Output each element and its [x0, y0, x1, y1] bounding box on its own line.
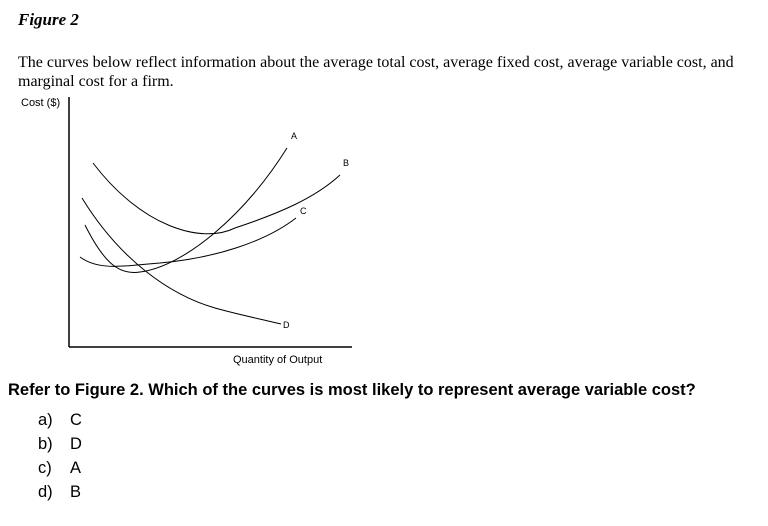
answer-options: a) C b) D c) A d) B: [38, 408, 82, 504]
answer-option[interactable]: d) B: [38, 480, 82, 504]
question-text: Refer to Figure 2. Which of the curves i…: [8, 381, 696, 399]
figure-intro-text: The curves below reflect information abo…: [18, 54, 734, 90]
option-letter: b): [38, 435, 53, 453]
y-axis-label: Cost ($): [21, 97, 60, 109]
curve-c: [79, 217, 297, 267]
curve-a: [84, 147, 288, 273]
option-answer: D: [70, 435, 82, 453]
curve-a-label: A: [291, 131, 297, 141]
option-letter: d): [38, 483, 53, 501]
curve-b-label: B: [343, 158, 349, 168]
curve-c-label: C: [300, 206, 307, 216]
x-axis-label: Quantity of Output: [233, 354, 322, 366]
answer-option[interactable]: c) A: [38, 456, 82, 480]
curve-d-label: D: [283, 320, 290, 330]
option-answer: B: [70, 483, 82, 501]
answer-option[interactable]: a) C: [38, 408, 82, 432]
figure-title: Figure 2: [18, 10, 79, 29]
curve-d: [81, 197, 282, 325]
answer-option[interactable]: b) D: [38, 432, 82, 456]
option-letter: a): [38, 411, 53, 429]
option-answer: A: [70, 459, 82, 477]
option-answer: C: [70, 411, 82, 429]
curve-b: [92, 162, 341, 235]
option-letter: c): [38, 459, 52, 477]
